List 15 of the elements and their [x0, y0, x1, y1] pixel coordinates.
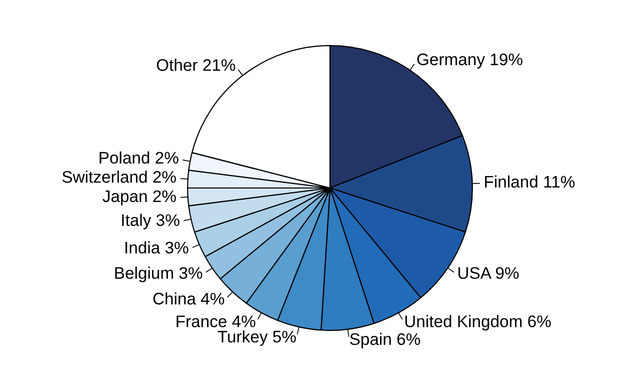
slice-label: United Kingdom 6% [405, 315, 551, 331]
slice-label: France 4% [176, 316, 256, 328]
slice-label: Belgium 3% [115, 266, 202, 282]
slice-label: Spain 6% [350, 332, 420, 348]
slice-label: Poland 2% [100, 151, 178, 164]
slice-label: Japan 2% [102, 190, 176, 206]
slice-label: Finland 11% [485, 175, 575, 188]
slice-label: India 3% [126, 241, 188, 254]
slice-label: Germany 19% [417, 53, 522, 69]
slice-label: Other 21% [156, 58, 236, 71]
slice-label: Italy 3% [122, 214, 180, 230]
slice-label: Switzerland 2% [62, 170, 176, 183]
slice-label: USA 9% [458, 267, 519, 279]
slice-label: Turkey 5% [218, 330, 296, 346]
slice-label: China 4% [153, 292, 224, 305]
